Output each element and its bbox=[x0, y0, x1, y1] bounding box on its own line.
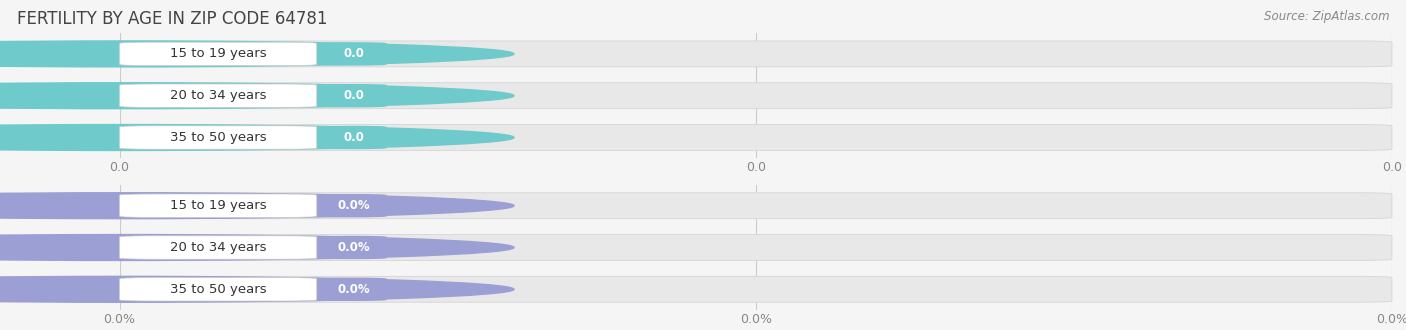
FancyBboxPatch shape bbox=[321, 236, 387, 259]
Text: 15 to 19 years: 15 to 19 years bbox=[170, 199, 266, 212]
FancyBboxPatch shape bbox=[120, 278, 316, 301]
Circle shape bbox=[0, 83, 515, 109]
FancyBboxPatch shape bbox=[120, 194, 316, 217]
FancyBboxPatch shape bbox=[120, 84, 316, 107]
Text: 0.0: 0.0 bbox=[343, 89, 364, 102]
Circle shape bbox=[0, 41, 515, 67]
Text: Source: ZipAtlas.com: Source: ZipAtlas.com bbox=[1264, 10, 1389, 23]
Text: 20 to 34 years: 20 to 34 years bbox=[170, 89, 266, 102]
FancyBboxPatch shape bbox=[321, 126, 387, 149]
FancyBboxPatch shape bbox=[120, 235, 1392, 260]
Circle shape bbox=[0, 276, 515, 302]
Text: 20 to 34 years: 20 to 34 years bbox=[170, 241, 266, 254]
FancyBboxPatch shape bbox=[120, 126, 316, 149]
FancyBboxPatch shape bbox=[321, 84, 387, 107]
Text: 35 to 50 years: 35 to 50 years bbox=[170, 283, 266, 296]
Text: 0.0%: 0.0% bbox=[337, 283, 370, 296]
FancyBboxPatch shape bbox=[321, 194, 387, 217]
FancyBboxPatch shape bbox=[120, 124, 1392, 150]
FancyBboxPatch shape bbox=[120, 41, 1392, 67]
Text: 0.0: 0.0 bbox=[343, 131, 364, 144]
FancyBboxPatch shape bbox=[120, 236, 316, 259]
FancyBboxPatch shape bbox=[120, 42, 316, 66]
FancyBboxPatch shape bbox=[120, 193, 1392, 219]
Text: 35 to 50 years: 35 to 50 years bbox=[170, 131, 266, 144]
Text: 0.0%: 0.0% bbox=[337, 199, 370, 212]
FancyBboxPatch shape bbox=[120, 276, 1392, 302]
Text: FERTILITY BY AGE IN ZIP CODE 64781: FERTILITY BY AGE IN ZIP CODE 64781 bbox=[17, 10, 328, 28]
Text: 0.0: 0.0 bbox=[343, 48, 364, 60]
FancyBboxPatch shape bbox=[120, 83, 1392, 109]
Text: 0.0%: 0.0% bbox=[337, 241, 370, 254]
Circle shape bbox=[0, 235, 515, 260]
Circle shape bbox=[0, 124, 515, 150]
FancyBboxPatch shape bbox=[321, 42, 387, 66]
Text: 15 to 19 years: 15 to 19 years bbox=[170, 48, 266, 60]
FancyBboxPatch shape bbox=[321, 278, 387, 301]
Circle shape bbox=[0, 193, 515, 219]
